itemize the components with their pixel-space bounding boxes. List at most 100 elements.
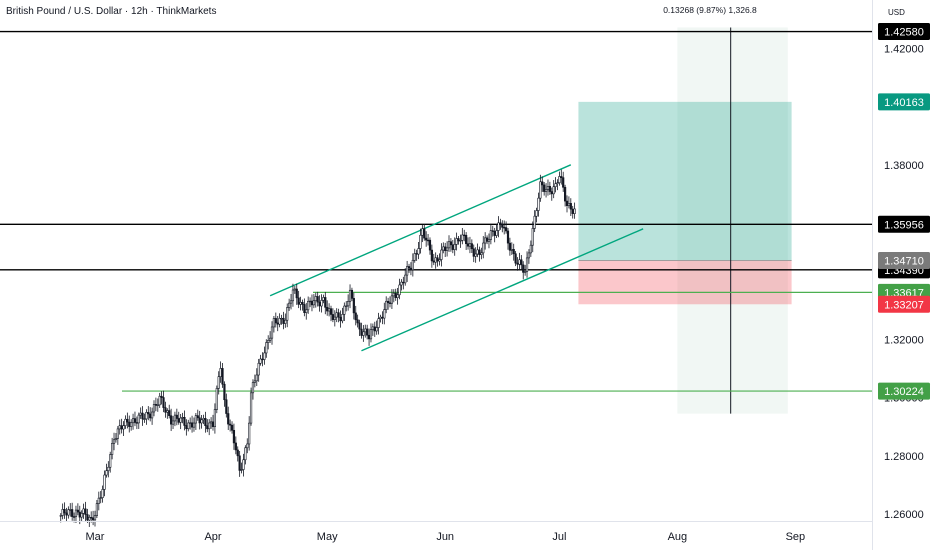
candle-body [111, 443, 114, 455]
candle-body [137, 414, 140, 424]
candle-body [145, 412, 148, 420]
candle-body [255, 374, 258, 382]
candle-body [288, 302, 291, 308]
candle-body [446, 247, 449, 251]
candle-body [278, 317, 281, 325]
candle-body [535, 210, 538, 217]
candle-body [67, 509, 70, 516]
candle-body [487, 239, 491, 242]
candle-body [198, 417, 201, 424]
price-tick-label: 1.38000 [884, 160, 924, 172]
candle-body [341, 314, 344, 322]
candle-body [398, 284, 401, 296]
candle-body [175, 414, 178, 419]
candle-body [297, 297, 300, 305]
candle-body [324, 297, 327, 308]
candle-body [472, 248, 475, 257]
candle-body [139, 412, 142, 416]
candle-body [390, 295, 394, 304]
candle-body [80, 513, 83, 518]
candle-body [537, 197, 540, 211]
candle-body [91, 517, 95, 521]
candle-body [293, 288, 296, 291]
candle-body [335, 312, 338, 318]
time-tick-label: Apr [204, 531, 221, 543]
currency-unit-label[interactable]: USD [888, 8, 905, 17]
candle-body [375, 327, 378, 332]
candle-body [204, 418, 207, 426]
candle-body [124, 418, 127, 426]
candle-body [512, 249, 515, 255]
candle-body [219, 368, 222, 377]
candle-body [267, 340, 270, 343]
candle-body [377, 318, 380, 328]
candle-body [122, 425, 125, 430]
candle-body [468, 243, 472, 247]
candle-body [320, 300, 323, 307]
time-tick-label: Aug [668, 531, 688, 543]
candle-body [221, 368, 224, 385]
candle-body [76, 509, 79, 513]
candle-body [383, 309, 386, 319]
candle-body [192, 422, 196, 428]
candle-body [413, 253, 416, 261]
candle-body [99, 497, 102, 499]
candle-body [404, 274, 407, 284]
candle-body [229, 423, 232, 426]
candle-body [223, 383, 226, 401]
candle-body [82, 508, 85, 514]
price-tag-label: 1.40163 [884, 97, 924, 109]
candle-body [466, 243, 470, 247]
candle-body [436, 257, 439, 262]
candle-body [491, 230, 494, 232]
candle-body [337, 312, 340, 318]
candle-body [289, 300, 293, 304]
candle-body [168, 410, 171, 417]
candle-body [529, 244, 532, 254]
candle-body [339, 316, 342, 322]
price-tick-label: 1.32000 [884, 334, 924, 346]
time-tick-label: Jul [552, 531, 566, 543]
time-tick-label: May [317, 531, 338, 543]
candle-body [270, 326, 274, 339]
price-tag-1.42580 [878, 23, 930, 41]
candle-body [501, 224, 504, 228]
candle-body [470, 243, 473, 250]
candle-body [562, 177, 565, 188]
candle-body [208, 422, 211, 430]
candle-body [301, 301, 304, 305]
candle-body [316, 296, 319, 303]
candle-body [185, 425, 188, 430]
candle-body [371, 326, 374, 330]
candle-body [489, 230, 492, 240]
candle-body [238, 455, 241, 471]
candle-body [274, 318, 277, 324]
candle-body [194, 415, 197, 424]
candle-body [417, 248, 420, 255]
candle-body [322, 297, 325, 301]
candle-body [552, 186, 555, 195]
candle-body [366, 328, 369, 336]
candle-body [282, 317, 285, 324]
candle-body [59, 515, 62, 517]
candle-body [114, 438, 118, 441]
candle-body [449, 241, 453, 246]
candle-body [358, 322, 361, 330]
candle-body [423, 228, 426, 239]
candle-body [263, 352, 266, 360]
measure-readout: 0.13268 (9.87%) 1,326.8 [663, 5, 757, 15]
candle-body [409, 267, 413, 271]
candle-body [388, 302, 392, 304]
candle-body [240, 469, 243, 471]
candle-body [112, 439, 116, 444]
candle-body [88, 517, 91, 521]
candle-body [550, 191, 553, 195]
candle-body [533, 215, 536, 229]
candle-body [103, 474, 106, 490]
candle-body [213, 409, 217, 427]
candle-body [567, 203, 571, 207]
candle-body [434, 257, 437, 263]
candle-body [149, 413, 152, 419]
time-tick-label: Sep [786, 531, 806, 543]
